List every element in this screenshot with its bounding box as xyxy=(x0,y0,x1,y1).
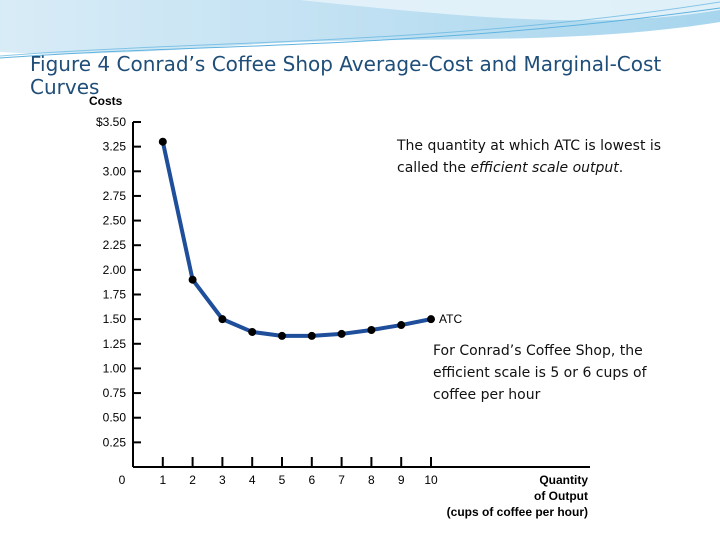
x-axis-label-line: Quantity xyxy=(539,473,588,487)
y-tick-label: 2.50 xyxy=(103,214,127,228)
x-tick-label: 1 xyxy=(159,473,166,487)
x-tick-label: 10 xyxy=(424,473,438,487)
atc-data-point xyxy=(397,321,406,330)
x-tick-label: 5 xyxy=(279,473,286,487)
atc-data-point xyxy=(307,331,316,340)
y-tick-label: 1.00 xyxy=(103,361,127,375)
efficient-annotation-emphasis: efficient scale output xyxy=(470,160,619,176)
x-tick-label: 7 xyxy=(338,473,345,487)
x-tick-label: 0 xyxy=(119,473,126,487)
y-tick-label: 3.25 xyxy=(103,140,127,154)
x-tick-label: 2 xyxy=(189,473,196,487)
x-tick-label: 3 xyxy=(219,473,226,487)
y-tick-label: 0.50 xyxy=(103,411,127,425)
slide-title: Figure 4 Conrad’s Coffee Shop Average-Co… xyxy=(30,52,662,99)
efficient-annotation-end: . xyxy=(618,160,624,176)
atc-data-point xyxy=(188,275,197,284)
efficient-scale-annotation: The quantity at which ATC is lowest is c… xyxy=(397,135,697,179)
y-axis-ticks: 0.25 0.50 0.75 1.00 1.25 1.50 1.75 2.00 2.25 2.50… xyxy=(96,115,141,449)
y-tick-label: 3.00 xyxy=(103,164,127,178)
x-tick-label: 8 xyxy=(368,473,375,487)
x-tick-label: 6 xyxy=(308,473,315,487)
chart-series: ATC xyxy=(158,137,462,340)
chart-labels: Costs Quantity of Output (cups of coffee pe… xyxy=(89,94,588,519)
y-tick-label: 1.50 xyxy=(103,312,127,326)
y-tick-label: $3.50 xyxy=(96,115,126,129)
y-tick-label: 1.75 xyxy=(103,288,127,302)
x-axis-ticks: 0 1 2 3 4 5 6 7 8 9 10 xyxy=(119,457,438,487)
atc-data-point xyxy=(427,315,435,324)
x-axis-label-line: (cups of coffee per hour) xyxy=(447,505,588,519)
atc-series-label: ATC xyxy=(439,312,462,326)
atc-data-point xyxy=(248,327,257,336)
atc-data-point xyxy=(158,137,167,146)
y-tick-label: 2.75 xyxy=(103,189,127,203)
conrad-annotation: For Conrad’s Coffee Shop, the efficient … xyxy=(433,343,647,403)
y-tick-label: 0.25 xyxy=(103,435,127,449)
header-swoosh-decoration xyxy=(0,0,720,59)
y-tick-label: 2.25 xyxy=(103,238,127,252)
atc-data-point xyxy=(367,325,376,334)
x-tick-label: 9 xyxy=(398,473,405,487)
atc-curve-line xyxy=(160,139,433,338)
y-tick-label: 0.75 xyxy=(103,386,127,400)
y-tick-label: 1.25 xyxy=(103,337,127,351)
atc-data-point xyxy=(218,315,227,324)
y-tick-label: 2.00 xyxy=(103,263,127,277)
x-axis-label-line: of Output xyxy=(534,489,588,503)
x-tick-label: 4 xyxy=(249,473,256,487)
efficient-annotation-text: The quantity at which ATC is lowest is c… xyxy=(397,138,662,176)
atc-data-point xyxy=(278,331,286,340)
atc-data-point xyxy=(337,329,346,338)
y-axis-label: Costs xyxy=(89,94,123,108)
